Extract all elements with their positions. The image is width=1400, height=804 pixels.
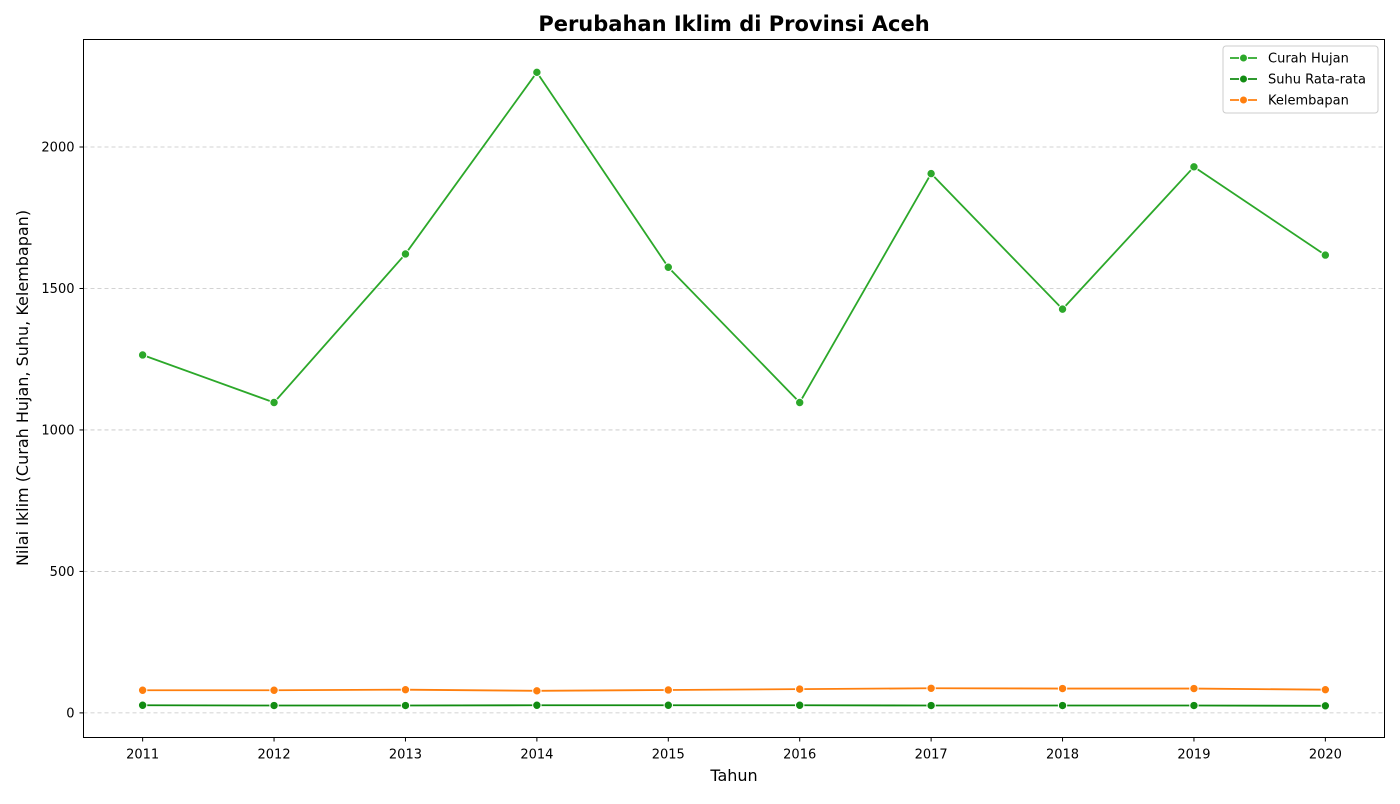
data-point-kelembapan — [926, 683, 936, 693]
x-tick-label: 2020 — [1309, 748, 1342, 763]
data-point-kelembapan — [1320, 684, 1331, 695]
data-point-kelembapan — [532, 686, 542, 696]
chart-title: Perubahan Iklim di Provinsi Aceh — [538, 12, 929, 36]
legend-label: Suhu Rata-rata — [1268, 73, 1366, 88]
x-tick-label: 2011 — [126, 748, 159, 763]
series-line-kelembapan — [142, 687, 1326, 692]
legend-box — [1222, 45, 1379, 114]
y-tick-label: 1000 — [41, 423, 74, 438]
legend-marker-swatch — [1239, 95, 1248, 105]
grid-lines — [83, 146, 1385, 714]
data-point-suhu-rata-rata — [926, 700, 936, 711]
data-point-suhu-rata-rata — [532, 700, 542, 710]
data-point-kelembapan — [795, 684, 805, 694]
data-point-kelembapan — [1189, 683, 1199, 694]
y-tick-label: 1500 — [41, 282, 74, 297]
series-line-curah-hujan — [142, 71, 1326, 404]
y-axis-title: Nilai Iklim (Curah Hujan, Suhu, Kelembap… — [13, 210, 32, 566]
data-point-kelembapan — [400, 684, 411, 695]
data-point-suhu-rata-rata — [795, 700, 805, 710]
data-point-suhu-rata-rata — [1057, 700, 1068, 711]
axis-ticks: 0 500 1000 1500 2000 2011 2012 2013 2014 2015 2016… — [41, 141, 1342, 763]
data-point-curah-hujan — [1320, 250, 1331, 260]
x-tick-label: 2014 — [520, 748, 553, 763]
y-tick-label: 2000 — [41, 141, 74, 156]
data-point-suhu-rata-rata — [1320, 701, 1331, 711]
data-point-curah-hujan — [532, 67, 542, 78]
data-point-kelembapan — [1057, 683, 1068, 694]
x-tick-label: 2017 — [915, 748, 948, 763]
x-axis-title: Tahun — [709, 766, 757, 785]
x-tick-label: 2019 — [1177, 748, 1210, 763]
data-point-curah-hujan — [926, 168, 936, 179]
data-point-suhu-rata-rata — [400, 700, 411, 711]
data-point-kelembapan — [269, 685, 279, 695]
x-tick-label: 2016 — [783, 748, 816, 763]
data-point-curah-hujan — [269, 397, 279, 408]
data-point-kelembapan — [663, 685, 673, 695]
data-point-suhu-rata-rata — [137, 700, 148, 710]
plot-area-frame — [83, 39, 1385, 738]
legend-marker-swatch — [1239, 53, 1248, 63]
y-tick-label: 0 — [66, 706, 74, 721]
data-point-curah-hujan — [400, 249, 411, 259]
data-point-suhu-rata-rata — [663, 700, 673, 710]
legend-label: Curah Hujan — [1268, 52, 1349, 67]
data-point-curah-hujan — [137, 350, 148, 360]
x-tick-label: 2015 — [652, 748, 685, 763]
data-point-suhu-rata-rata — [1189, 700, 1199, 711]
x-tick-label: 2013 — [389, 748, 422, 763]
legend: Curah Hujan Suhu Rata-rata Kelembapan — [1222, 45, 1379, 114]
data-point-curah-hujan — [1057, 304, 1068, 314]
data-point-curah-hujan — [663, 262, 673, 272]
legend-label: Kelembapan — [1268, 94, 1349, 109]
legend-marker-swatch — [1239, 74, 1248, 84]
x-tick-label: 2018 — [1046, 748, 1079, 763]
x-tick-label: 2012 — [258, 748, 291, 763]
data-point-kelembapan — [137, 685, 148, 695]
data-point-curah-hujan — [1189, 162, 1199, 172]
y-tick-label: 500 — [50, 565, 75, 580]
data-point-curah-hujan — [795, 397, 805, 408]
data-point-suhu-rata-rata — [269, 700, 279, 711]
series-lines — [137, 67, 1331, 711]
series-line-suhu-rata-rata — [142, 704, 1326, 707]
